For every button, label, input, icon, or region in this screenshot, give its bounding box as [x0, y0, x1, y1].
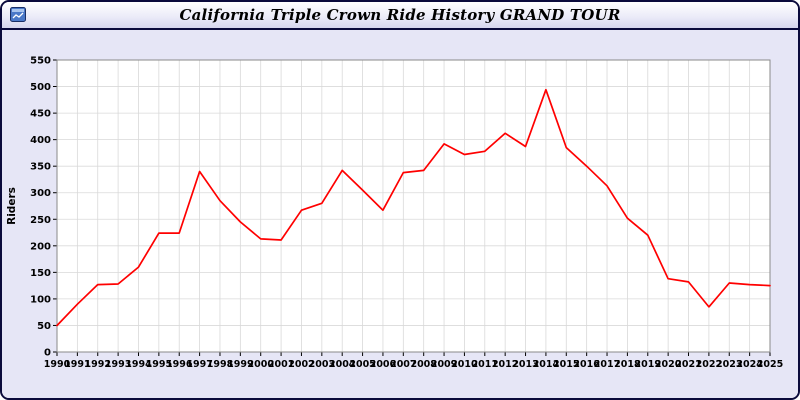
x-axis-tick-label: 2004 [329, 359, 356, 370]
x-axis-tick-label: 1993 [105, 359, 131, 370]
x-axis-tick-label: 2002 [288, 359, 314, 370]
x-axis-tick-label: 2005 [349, 359, 375, 370]
x-axis-tick-label: 1999 [227, 359, 253, 370]
y-axis-tick-label: 350 [30, 162, 51, 173]
y-axis-tick-label: 500 [30, 82, 51, 93]
riders-series-line [56, 88, 771, 327]
x-axis-tick-label: 2021 [675, 359, 701, 370]
page-title: California Triple Crown Ride History GRA… [179, 6, 621, 24]
x-axis-tick-label: 2001 [268, 359, 294, 370]
x-axis-tick-label: 2000 [247, 359, 274, 370]
x-axis-tick-label: 1998 [207, 359, 234, 370]
x-axis-tick-label: 2022 [696, 359, 722, 370]
x-axis-tick-label: 1996 [166, 359, 193, 370]
x-axis-tick-label: 2014 [533, 359, 560, 370]
x-axis-tick-label: 2003 [309, 359, 335, 370]
y-axis-tick-label: 300 [30, 188, 51, 199]
y-axis-tick-label: 200 [30, 241, 51, 252]
x-axis-tick-label: 2019 [635, 359, 661, 370]
chart-area: 0 50 100 150 200 250 300 350 400 450 500 550 1990 199… [2, 30, 798, 398]
y-axis-tick-label: 450 [30, 109, 51, 120]
x-axis-tick-label: 2018 [614, 359, 641, 370]
x-axis-tick-label: 2009 [431, 359, 457, 370]
y-axis-tick-label: 100 [30, 294, 51, 305]
y-axis-tick-label: 0 [44, 348, 51, 359]
x-axis-tick-label: 1991 [64, 359, 90, 370]
y-axis-tick-label: 50 [37, 321, 51, 332]
y-axis-title: Riders [6, 187, 18, 225]
x-axis-tick-label: 1997 [186, 359, 212, 370]
chart-window-icon-graphic [10, 7, 26, 22]
y-axis-tick-label: 150 [30, 268, 51, 279]
chart-window-icon [10, 7, 26, 22]
x-axis-tick-label: 1992 [85, 359, 111, 370]
y-axis-tick-label: 250 [30, 215, 51, 226]
x-axis-tick-label: 2015 [553, 359, 579, 370]
y-axis-tick-label: 400 [30, 135, 51, 146]
x-axis-tick-label: 2016 [573, 359, 600, 370]
plot-background [57, 60, 770, 352]
x-axis-tick-label: 2025 [757, 359, 783, 370]
x-axis-tick-label: 2020 [655, 359, 682, 370]
x-axis-tick-label: 2012 [492, 359, 518, 370]
x-axis-tick-label: 2017 [594, 359, 620, 370]
x-axis-tick-label: 2006 [370, 359, 397, 370]
x-axis-tick-label: 2013 [512, 359, 538, 370]
x-axis-tick-label: 2008 [410, 359, 437, 370]
x-axis-tick-label: 2023 [716, 359, 742, 370]
x-axis-tick-label: 1990 [44, 359, 71, 370]
x-axis-tick-label: 2011 [472, 359, 498, 370]
x-axis-tick-label: 2007 [390, 359, 416, 370]
plot-border [56, 59, 771, 353]
chart-svg: 0501001502002503003504004505005501990199… [6, 56, 783, 371]
x-axis-tick-label: 2010 [451, 359, 478, 370]
x-axis-tick-label: 1994 [125, 359, 152, 370]
x-axis-tick-label: 2024 [736, 359, 763, 370]
x-axis-tick-label: 1995 [146, 359, 172, 370]
title-bar: California Triple Crown Ride History GRA… [2, 2, 798, 30]
y-axis-tick-label: 550 [30, 56, 51, 67]
